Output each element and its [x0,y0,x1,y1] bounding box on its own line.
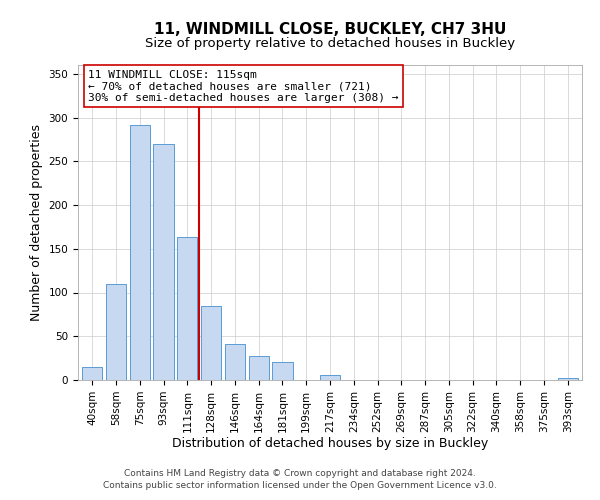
Bar [201,306,221,380]
Bar [106,284,126,380]
Bar [225,344,245,380]
Text: Contains HM Land Registry data © Crown copyright and database right 2024.: Contains HM Land Registry data © Crown c… [124,468,476,477]
Text: 11, WINDMILL CLOSE, BUCKLEY, CH7 3HU: 11, WINDMILL CLOSE, BUCKLEY, CH7 3HU [154,22,506,38]
Bar [130,124,150,380]
Text: 11 WINDMILL CLOSE: 115sqm
← 70% of detached houses are smaller (721)
30% of semi: 11 WINDMILL CLOSE: 115sqm ← 70% of detac… [88,70,398,103]
Text: Size of property relative to detached houses in Buckley: Size of property relative to detached ho… [145,38,515,51]
Bar [154,144,173,380]
Bar [320,375,340,380]
Bar [248,356,269,380]
X-axis label: Distribution of detached houses by size in Buckley: Distribution of detached houses by size … [172,438,488,450]
Bar [272,362,293,380]
Bar [557,378,578,380]
Y-axis label: Number of detached properties: Number of detached properties [30,124,43,321]
Bar [82,367,103,380]
Bar [177,238,197,380]
Text: Contains public sector information licensed under the Open Government Licence v3: Contains public sector information licen… [103,481,497,490]
